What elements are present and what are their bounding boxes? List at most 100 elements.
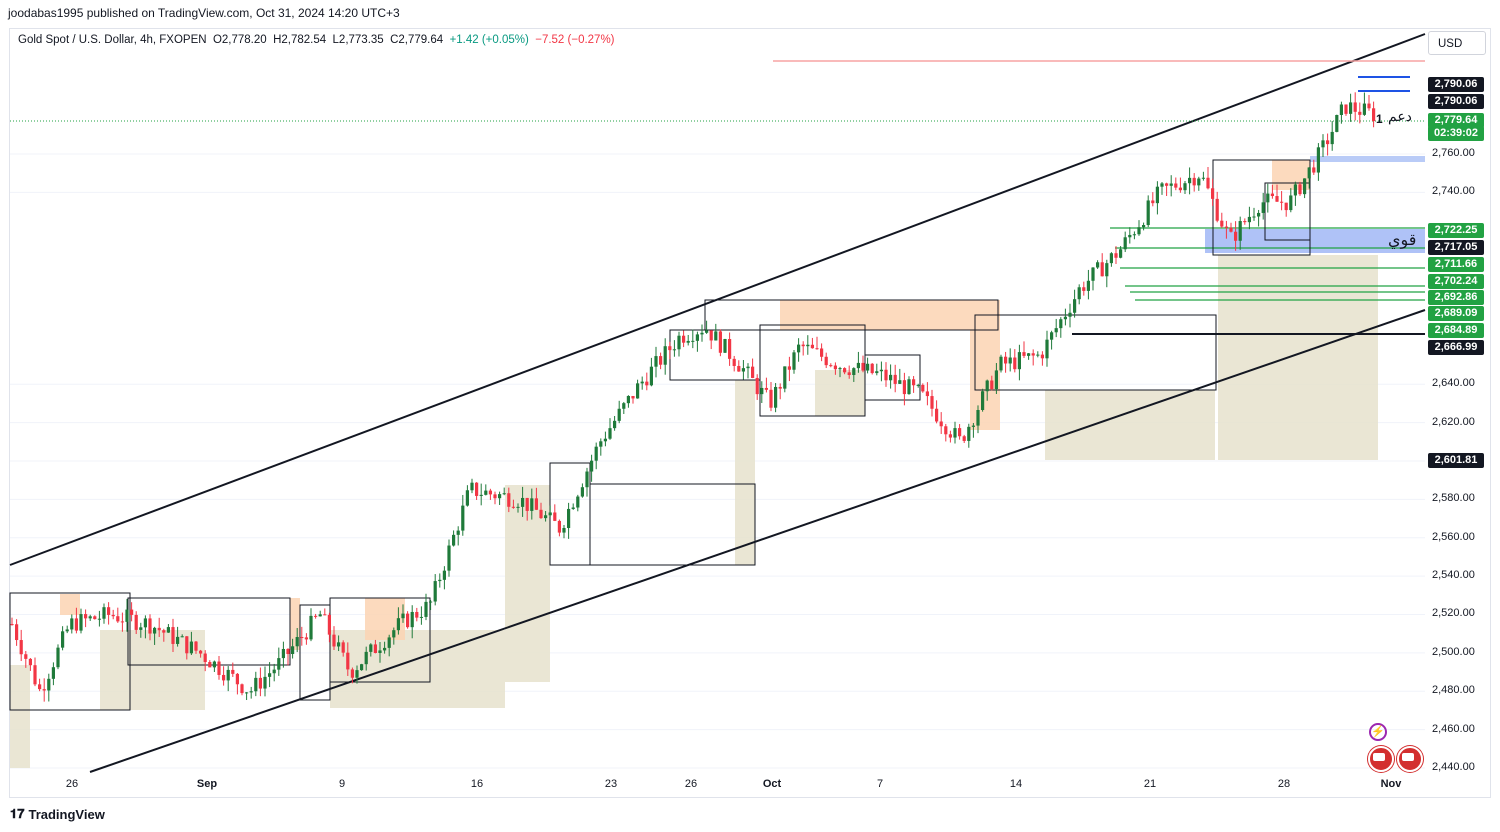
candle-body <box>153 627 157 634</box>
candle-body <box>392 630 396 638</box>
candle-body <box>1243 221 1247 223</box>
publisher-line: joodabas1995 published on TradingView.co… <box>8 6 400 20</box>
candle-body <box>295 637 299 647</box>
candle-body <box>714 331 718 341</box>
candle-body <box>1059 319 1063 329</box>
date-tick-label: 14 <box>1009 778 1023 790</box>
candle-body <box>820 348 824 357</box>
candle-body <box>737 365 741 372</box>
candle-body <box>824 356 828 366</box>
candle-body <box>231 669 235 674</box>
candle-body <box>695 334 699 341</box>
candle-body <box>1132 234 1136 236</box>
candle-body <box>1307 167 1311 179</box>
candle-body <box>847 372 851 376</box>
candle-body <box>557 520 561 533</box>
candle-body <box>580 487 584 497</box>
candle-body <box>1284 202 1288 211</box>
candle-body <box>245 692 249 694</box>
candle-body <box>902 380 906 395</box>
range-box <box>9 592 131 711</box>
candle-body <box>603 438 607 442</box>
price-badge: 02:39:02 <box>1428 126 1484 141</box>
currency-button[interactable]: USD <box>1428 31 1486 55</box>
date-tick-label: 21 <box>1143 778 1157 790</box>
price-badge: 2,689.09 <box>1428 306 1484 321</box>
candle-body <box>1022 352 1026 356</box>
candle-body <box>1353 102 1357 112</box>
date-tick-label: 28 <box>1277 778 1291 790</box>
candle-body <box>38 684 42 690</box>
candle-body <box>1229 227 1233 232</box>
candle-body <box>1358 111 1362 115</box>
candle-body <box>263 676 267 689</box>
candle-body <box>958 428 962 437</box>
candle-body <box>691 340 695 342</box>
candle-body <box>291 646 295 655</box>
candle-body <box>856 362 860 369</box>
candle-body <box>346 652 350 670</box>
candle-body <box>406 613 410 628</box>
price-zone <box>60 594 80 615</box>
price-badge: 2,717.05 <box>1428 240 1484 255</box>
lightning-icon[interactable]: ⚡ <box>1369 723 1387 741</box>
candle-body <box>327 614 331 635</box>
candle-body <box>976 409 980 426</box>
candle-body <box>672 349 676 351</box>
range-box <box>329 597 431 683</box>
candle-body <box>475 482 479 496</box>
us-flag-icon[interactable] <box>1368 746 1394 772</box>
candle-body <box>1303 178 1307 195</box>
price-tick-label: 2,540.00 <box>1432 569 1475 582</box>
candle-body <box>1063 316 1067 320</box>
candle-body <box>870 363 874 374</box>
candle-body <box>590 460 594 472</box>
candle-body <box>300 637 304 639</box>
candle-body <box>1330 131 1334 145</box>
candle-body <box>1247 216 1251 223</box>
candle-body <box>465 490 469 506</box>
candle-body <box>1339 104 1343 115</box>
blue-zone-small <box>1310 156 1425 162</box>
price-badge: 2,601.81 <box>1428 453 1484 468</box>
candle-body <box>861 362 865 371</box>
candle-body <box>438 579 442 582</box>
candle-body <box>626 395 630 404</box>
tradingview-logo[interactable]: 𝟏𝟕 TradingView <box>10 806 105 822</box>
candle-body <box>709 330 713 341</box>
candle-body <box>792 352 796 370</box>
candle-body <box>10 624 14 626</box>
candle-body <box>51 667 55 679</box>
price-tick-label: 2,520.00 <box>1432 607 1475 620</box>
candle-body <box>1068 312 1072 317</box>
price-tick-label: 2,500.00 <box>1432 645 1475 658</box>
candle-body <box>576 496 580 508</box>
candle-body <box>107 607 111 615</box>
candle-body <box>889 374 893 381</box>
candle-body <box>534 498 538 510</box>
candle-body <box>778 386 782 389</box>
candle-body <box>171 627 175 644</box>
price-tick-label: 2,480.00 <box>1432 684 1475 697</box>
candle-body <box>120 621 124 623</box>
candle-body <box>649 366 653 386</box>
candle-body <box>1091 267 1095 281</box>
candle-body <box>1105 263 1109 277</box>
candle-body <box>410 611 414 628</box>
annotation-strong: قوي <box>1388 232 1417 249</box>
price-badge: 2,692.86 <box>1428 290 1484 305</box>
candle-body <box>323 614 327 616</box>
price-badge: 2,666.99 <box>1428 340 1484 355</box>
candle-body <box>162 630 166 633</box>
candle-body <box>125 609 129 622</box>
candle-body <box>1137 227 1141 235</box>
us-flag-icon-2[interactable] <box>1397 746 1423 772</box>
candle-body <box>1077 287 1081 300</box>
candle-body <box>1040 354 1044 359</box>
price-badge: 2,684.89 <box>1428 323 1484 338</box>
candle-body <box>1082 287 1086 291</box>
date-tick-label: 23 <box>604 778 618 790</box>
price-tick-label: 2,760.00 <box>1432 146 1475 159</box>
candle-body <box>1192 177 1196 186</box>
